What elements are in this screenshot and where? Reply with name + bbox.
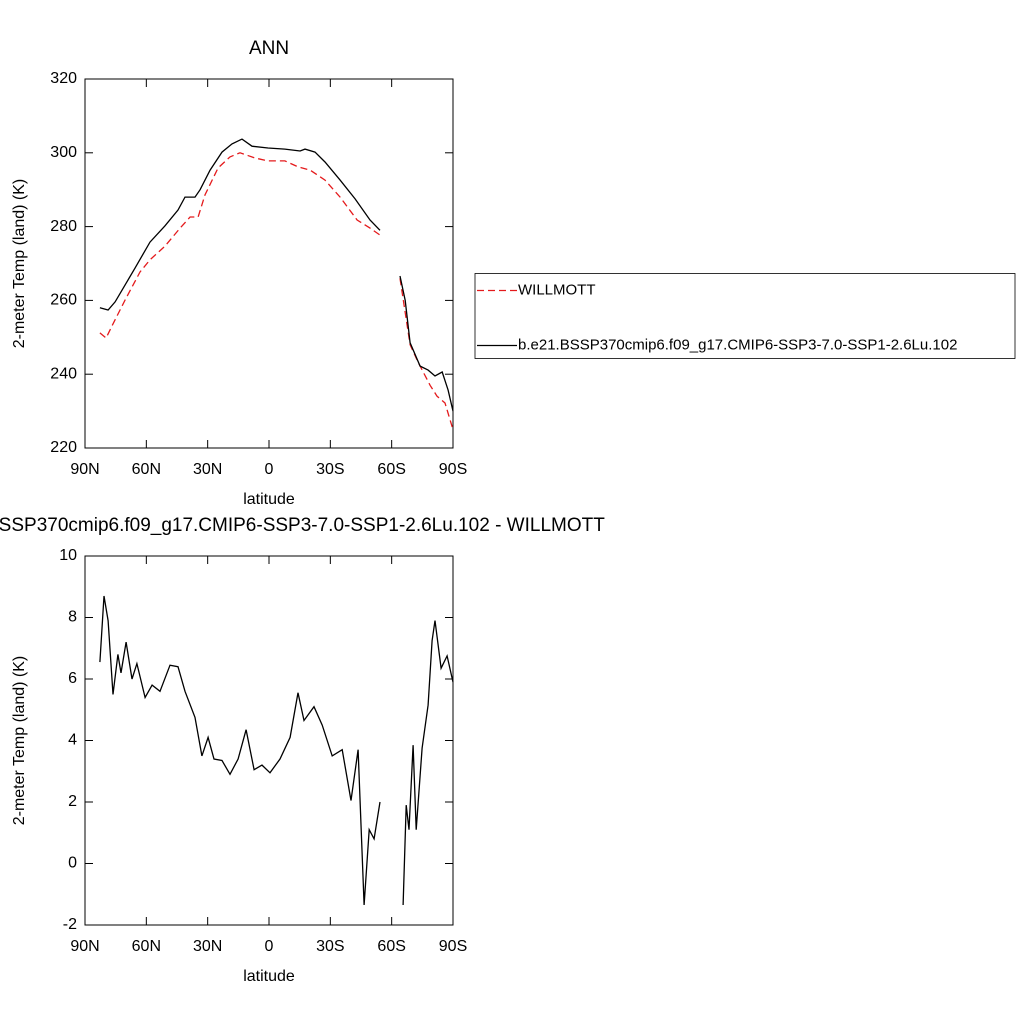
x-tick-label: 90S <box>439 461 467 478</box>
data-line <box>99 138 454 412</box>
y-axis-label: 2-meter Temp (land) (K) <box>11 656 28 826</box>
x-tick-label: 0 <box>265 938 274 955</box>
y-axis-label: 2-meter Temp (land) (K) <box>11 179 28 349</box>
y-tick-label: 10 <box>59 547 77 564</box>
y-tick-label: -2 <box>63 916 77 933</box>
data-line <box>99 595 454 906</box>
legend-label: WILLMOTT <box>518 281 596 298</box>
y-tick-label: 2 <box>68 793 77 810</box>
chart-title: ANN <box>249 38 289 59</box>
chart-title: b.e21.BSSP370cmip6.f09_g17.CMIP6-SSP3-7.… <box>0 515 605 536</box>
x-axis-label: latitude <box>243 968 295 985</box>
y-tick-label: 220 <box>50 439 77 456</box>
x-tick-label: 60S <box>377 461 405 478</box>
x-tick-label: 90S <box>439 938 467 955</box>
plot-frame <box>84 78 454 449</box>
y-tick-label: 240 <box>50 365 77 382</box>
y-tick-label: 300 <box>50 144 77 161</box>
data-line <box>99 152 454 430</box>
x-axis-label: latitude <box>243 491 295 508</box>
y-tick-label: 4 <box>68 732 77 749</box>
legend-box <box>474 273 1016 359</box>
x-tick-label: 60N <box>132 938 161 955</box>
x-tick-label: 90N <box>70 461 99 478</box>
x-tick-label: 60N <box>132 461 161 478</box>
y-tick-label: 260 <box>50 292 77 309</box>
x-tick-label: 30S <box>316 938 344 955</box>
plot-frame <box>84 555 454 926</box>
x-tick-label: 60S <box>377 938 405 955</box>
y-tick-label: 6 <box>68 670 77 687</box>
y-tick-label: 280 <box>50 218 77 235</box>
x-tick-label: 30S <box>316 461 344 478</box>
x-tick-label: 90N <box>70 938 99 955</box>
y-tick-label: 320 <box>50 70 77 87</box>
x-tick-label: 30N <box>193 938 222 955</box>
y-tick-label: 8 <box>68 609 77 626</box>
x-tick-label: 0 <box>265 461 274 478</box>
y-tick-label: 0 <box>68 855 77 872</box>
x-tick-label: 30N <box>193 461 222 478</box>
legend-label: b.e21.BSSP370cmip6.f09_g17.CMIP6-SSP3-7.… <box>518 336 957 353</box>
